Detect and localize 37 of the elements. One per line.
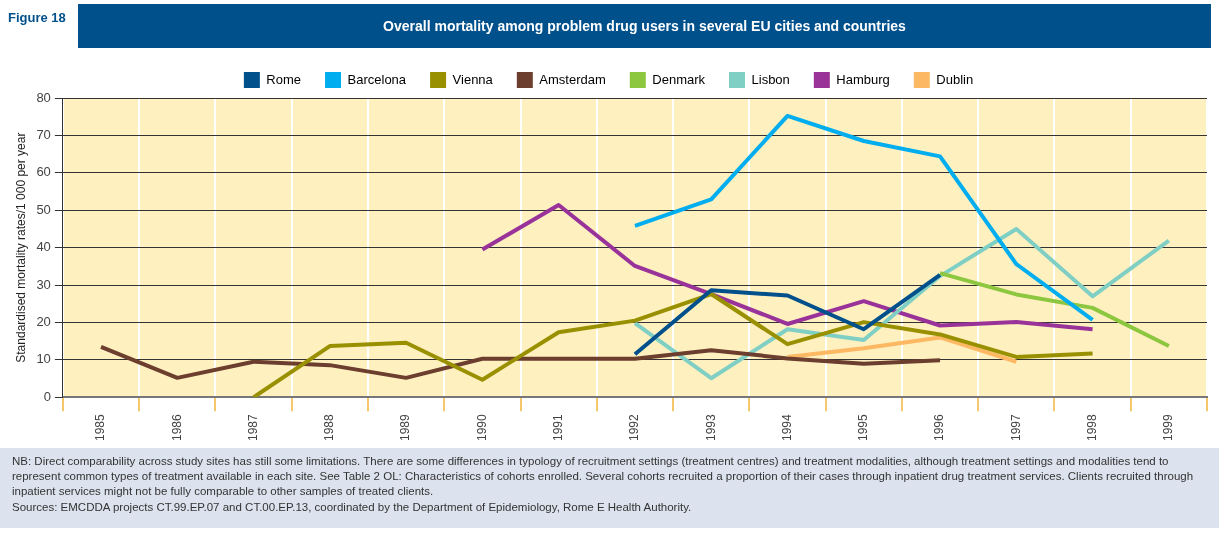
y-tick-label: 10 (36, 351, 51, 367)
y-tick-label: 70 (36, 126, 51, 142)
legend-label: Rome (266, 71, 302, 87)
x-tick-label: 1997 (1008, 413, 1023, 442)
y-tick-label: 30 (36, 276, 51, 292)
x-tick-label: 1990 (474, 413, 489, 442)
y-tick-label: 80 (36, 89, 51, 105)
source-note: Sources: EMCDDA projects CT.99.EP.07 and CT.00.EP.13, coordinated by the Department of Epidemiology, Rome E Health Authority. (12, 499, 693, 515)
x-tick-label: 1985 (93, 413, 108, 442)
y-tick-label: 20 (36, 314, 51, 330)
x-tick-label: 1988 (322, 413, 337, 442)
legend-label: Barcelona (347, 71, 407, 87)
x-tick-label: 1992 (627, 413, 642, 442)
x-tick-label: 1987 (245, 413, 260, 442)
y-tick-label: 50 (36, 201, 51, 217)
y-tick-label: 60 (36, 164, 51, 180)
x-tick-label: 1993 (703, 413, 718, 442)
legend-label: Hamburg (836, 71, 890, 87)
x-tick-label: 1998 (1084, 413, 1099, 442)
legend-label: Lisbon (751, 71, 790, 87)
x-tick-label: 1996 (932, 413, 947, 442)
legend-label: Amsterdam (539, 71, 606, 87)
y-tick-label: 40 (36, 239, 51, 255)
y-axis-title: Standardised mortality rates/1 000 per year (13, 132, 28, 363)
legend-label: Denmark (652, 71, 706, 87)
legend-label: Vienna (452, 71, 494, 87)
x-tick-label: 1995 (856, 413, 871, 442)
x-tick-label: 1999 (1161, 413, 1176, 442)
x-tick-label: 1989 (398, 413, 413, 442)
chart-title: Overall mortality among problem drug users in several EU cities and countries (78, 4, 1211, 48)
x-tick-label: 1994 (779, 413, 794, 442)
legend-label: Dublin (936, 71, 974, 87)
text: NB: Direct comparability across study sites has still some limitations. There are some differences in typology of recruitment settings (treatment centres) and treatment modalities, although treatment settings and modalities tend to represent common types of treatment available in each site. See Table 2 OL: Characteristics of cohorts enrolled. Several cohorts recruited a proportion of their cases through inpatient drug treatment services. Clients recruited through inpatient services might not be fully comparable to other samples of treated clients. (12, 454, 1195, 499)
y-tick-label: 0 (43, 388, 51, 404)
x-tick-label: 1986 (169, 413, 184, 442)
x-tick-label: 1991 (550, 413, 565, 442)
caption: Figure 18 (7, 9, 67, 27)
